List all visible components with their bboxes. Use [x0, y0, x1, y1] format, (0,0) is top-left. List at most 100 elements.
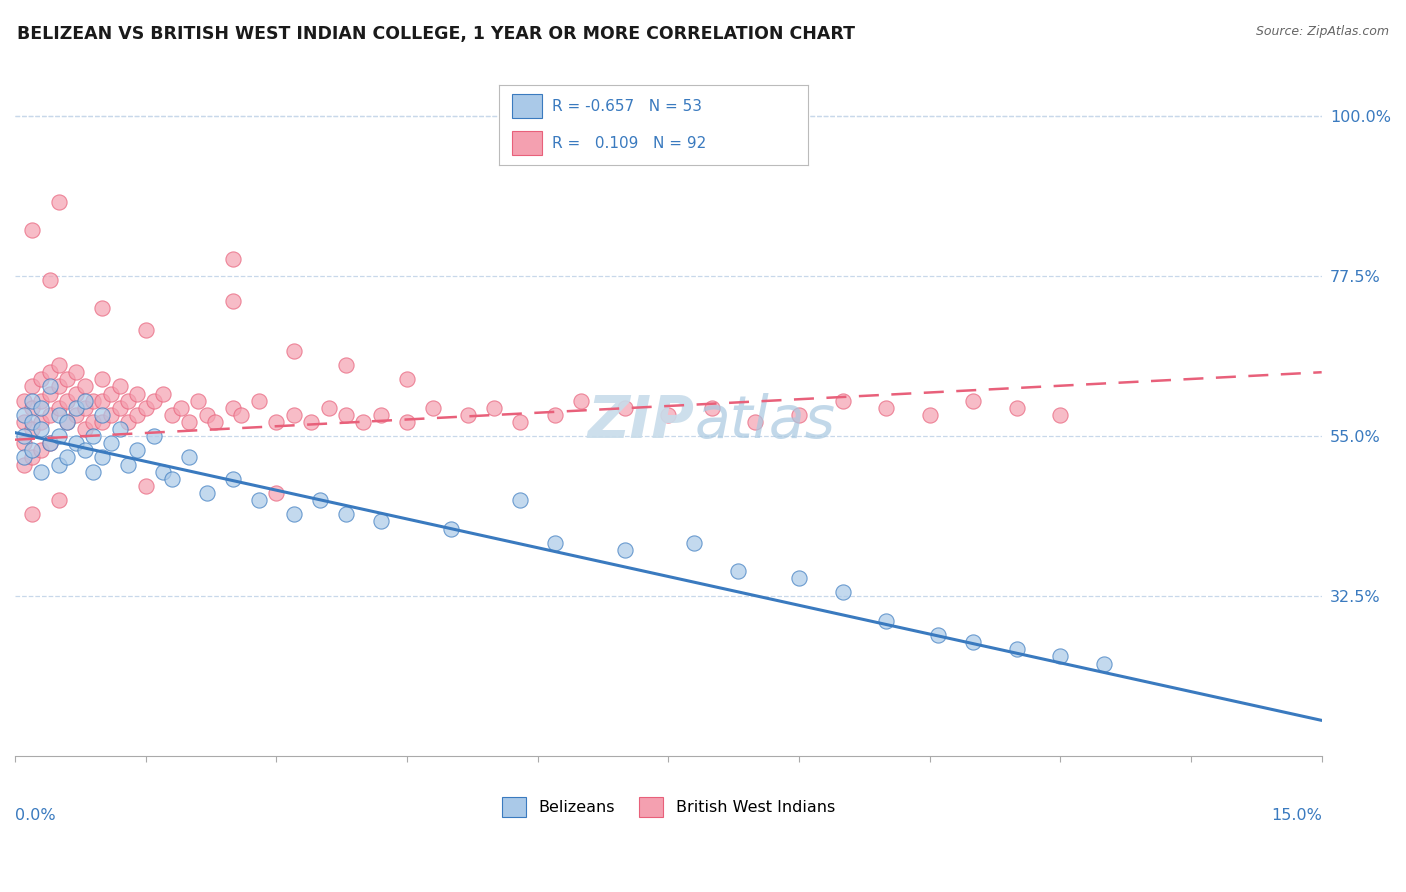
Text: 15.0%: 15.0%	[1271, 808, 1322, 823]
Point	[13, 436, 35, 450]
Point	[962, 393, 984, 408]
Point	[152, 386, 174, 401]
Point	[48, 401, 70, 415]
Point	[179, 415, 201, 429]
Point	[395, 415, 418, 429]
Point	[875, 614, 897, 628]
Point	[38, 436, 60, 450]
Point	[13, 408, 35, 422]
Point	[482, 401, 505, 415]
Point	[370, 515, 392, 529]
Point	[179, 450, 201, 465]
Point	[56, 393, 79, 408]
Point	[13, 458, 35, 472]
Point	[48, 194, 70, 209]
Point	[195, 486, 218, 500]
Point	[82, 415, 104, 429]
Point	[135, 401, 157, 415]
Point	[48, 493, 70, 508]
Point	[335, 408, 357, 422]
Point	[831, 585, 853, 599]
Point	[195, 408, 218, 422]
Point	[335, 358, 357, 372]
Point	[309, 493, 332, 508]
Point	[30, 415, 52, 429]
Point	[91, 393, 114, 408]
Point	[91, 408, 114, 422]
Bar	[512, 131, 543, 155]
Point	[21, 508, 44, 522]
Point	[13, 450, 35, 465]
Point	[38, 436, 60, 450]
Point	[439, 522, 461, 536]
Legend: Belizeans, British West Indians: Belizeans, British West Indians	[494, 789, 844, 824]
Point	[91, 415, 114, 429]
Point	[222, 252, 245, 266]
Point	[82, 465, 104, 479]
Point	[1049, 649, 1071, 664]
Point	[48, 458, 70, 472]
Point	[299, 415, 322, 429]
Point	[21, 379, 44, 393]
Point	[100, 386, 122, 401]
Point	[30, 422, 52, 436]
Point	[21, 393, 44, 408]
Bar	[512, 95, 543, 119]
Point	[65, 386, 87, 401]
Point	[787, 408, 810, 422]
Point	[247, 393, 270, 408]
Point	[152, 465, 174, 479]
Text: ZIP: ZIP	[588, 393, 695, 450]
Text: BELIZEAN VS BRITISH WEST INDIAN COLLEGE, 1 YEAR OR MORE CORRELATION CHART: BELIZEAN VS BRITISH WEST INDIAN COLLEGE,…	[17, 25, 855, 43]
Point	[100, 436, 122, 450]
Point	[21, 443, 44, 458]
Point	[13, 429, 35, 443]
Point	[744, 415, 766, 429]
Point	[21, 415, 44, 429]
Point	[56, 450, 79, 465]
Point	[56, 372, 79, 386]
Point	[135, 479, 157, 493]
Point	[335, 508, 357, 522]
Point	[91, 450, 114, 465]
Point	[108, 422, 131, 436]
Point	[65, 436, 87, 450]
Point	[509, 493, 531, 508]
Point	[30, 393, 52, 408]
Point	[1005, 642, 1028, 657]
Point	[38, 386, 60, 401]
Point	[787, 571, 810, 585]
Text: atlas: atlas	[695, 393, 835, 450]
Point	[56, 415, 79, 429]
Point	[13, 415, 35, 429]
Point	[30, 372, 52, 386]
Point	[21, 450, 44, 465]
Point	[65, 408, 87, 422]
Point	[457, 408, 479, 422]
Point	[73, 443, 96, 458]
Text: Source: ZipAtlas.com: Source: ZipAtlas.com	[1256, 25, 1389, 38]
Point	[187, 393, 209, 408]
Point	[73, 422, 96, 436]
Point	[38, 379, 60, 393]
Point	[21, 422, 44, 436]
Point	[30, 465, 52, 479]
Point	[613, 401, 636, 415]
Text: 0.0%: 0.0%	[15, 808, 56, 823]
Point	[700, 401, 723, 415]
Point	[160, 472, 183, 486]
Point	[82, 429, 104, 443]
Point	[100, 408, 122, 422]
Point	[65, 401, 87, 415]
Point	[266, 415, 288, 429]
Point	[283, 408, 305, 422]
Point	[683, 535, 706, 549]
Point	[169, 401, 191, 415]
Point	[204, 415, 226, 429]
Point	[48, 379, 70, 393]
Point	[117, 415, 139, 429]
Point	[38, 408, 60, 422]
Point	[283, 343, 305, 358]
Point	[117, 458, 139, 472]
Point	[48, 429, 70, 443]
